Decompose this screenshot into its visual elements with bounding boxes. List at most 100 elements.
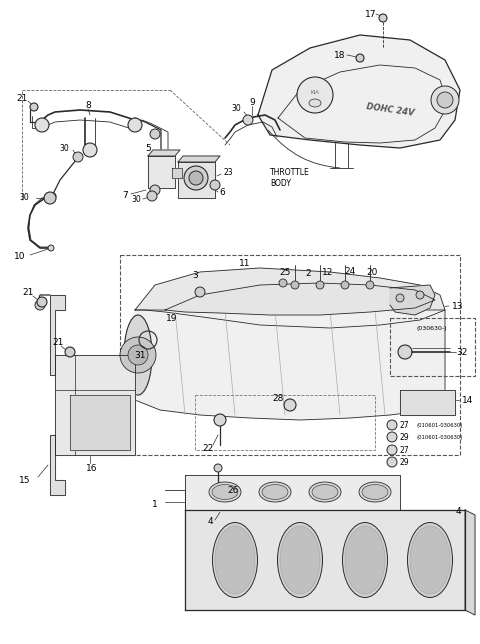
Ellipse shape xyxy=(312,484,338,500)
Text: 21: 21 xyxy=(22,287,34,296)
Ellipse shape xyxy=(362,484,388,500)
Circle shape xyxy=(128,345,148,365)
Circle shape xyxy=(316,281,324,289)
Circle shape xyxy=(214,464,222,472)
Ellipse shape xyxy=(277,522,323,598)
Circle shape xyxy=(437,92,453,108)
Polygon shape xyxy=(70,395,130,450)
Text: 21: 21 xyxy=(52,337,64,346)
Text: 26: 26 xyxy=(228,486,239,495)
Circle shape xyxy=(279,279,287,287)
Polygon shape xyxy=(400,390,455,415)
Bar xyxy=(120,255,460,455)
Circle shape xyxy=(147,191,157,201)
Ellipse shape xyxy=(212,484,238,500)
Text: 20: 20 xyxy=(366,267,378,276)
Polygon shape xyxy=(55,355,135,455)
Text: 1: 1 xyxy=(152,500,158,509)
Polygon shape xyxy=(165,283,435,315)
Polygon shape xyxy=(172,168,182,178)
Ellipse shape xyxy=(215,526,255,594)
Text: 17: 17 xyxy=(365,10,377,19)
Circle shape xyxy=(128,118,142,132)
Text: (030630-): (030630-) xyxy=(417,325,447,330)
Text: 3: 3 xyxy=(192,270,198,279)
Circle shape xyxy=(356,54,364,62)
Circle shape xyxy=(37,297,47,307)
Text: 30: 30 xyxy=(19,193,29,202)
Ellipse shape xyxy=(410,526,450,594)
Polygon shape xyxy=(465,510,475,615)
Text: 4: 4 xyxy=(207,518,213,527)
Text: 22: 22 xyxy=(203,444,214,453)
Text: 29: 29 xyxy=(399,457,409,466)
Circle shape xyxy=(150,129,160,139)
Bar xyxy=(390,318,475,376)
Ellipse shape xyxy=(359,482,391,502)
Text: 11: 11 xyxy=(239,258,251,267)
Circle shape xyxy=(210,180,220,190)
Text: 9: 9 xyxy=(249,97,255,106)
Text: 27: 27 xyxy=(399,421,409,430)
Polygon shape xyxy=(390,285,435,315)
Text: 5: 5 xyxy=(145,144,151,153)
Ellipse shape xyxy=(343,522,387,598)
Polygon shape xyxy=(185,510,465,610)
Text: 10: 10 xyxy=(14,252,26,261)
Text: 29: 29 xyxy=(399,433,409,442)
Text: DOHC 24V: DOHC 24V xyxy=(365,102,415,118)
Text: 25: 25 xyxy=(279,267,291,276)
Ellipse shape xyxy=(309,99,321,107)
Text: 2: 2 xyxy=(305,269,311,278)
Polygon shape xyxy=(135,310,445,420)
Text: 6: 6 xyxy=(219,187,225,196)
Circle shape xyxy=(398,345,412,359)
Ellipse shape xyxy=(345,526,385,594)
Text: 18: 18 xyxy=(334,50,346,59)
Text: 13: 13 xyxy=(452,301,464,310)
Circle shape xyxy=(396,294,404,302)
Circle shape xyxy=(73,152,83,162)
Polygon shape xyxy=(178,156,220,162)
Polygon shape xyxy=(148,156,175,188)
Circle shape xyxy=(379,14,387,22)
Text: 24: 24 xyxy=(344,267,356,276)
Polygon shape xyxy=(148,150,180,156)
Circle shape xyxy=(387,445,397,455)
Text: 21: 21 xyxy=(16,93,28,102)
Circle shape xyxy=(35,118,49,132)
Circle shape xyxy=(297,77,333,113)
Polygon shape xyxy=(258,35,460,148)
Circle shape xyxy=(431,86,459,114)
Circle shape xyxy=(35,300,45,310)
Text: 12: 12 xyxy=(322,267,334,276)
Text: 31: 31 xyxy=(134,350,146,359)
Polygon shape xyxy=(135,268,445,328)
Circle shape xyxy=(184,166,208,190)
Text: 14: 14 xyxy=(462,395,473,404)
Text: KIA: KIA xyxy=(311,90,319,95)
Ellipse shape xyxy=(262,484,288,500)
Circle shape xyxy=(83,143,97,157)
Ellipse shape xyxy=(408,522,453,598)
Circle shape xyxy=(50,193,56,199)
Text: 19: 19 xyxy=(166,314,178,323)
Text: 4: 4 xyxy=(455,507,461,516)
Text: 23: 23 xyxy=(223,167,233,176)
Text: 8: 8 xyxy=(85,100,91,109)
Text: 30: 30 xyxy=(59,144,69,153)
Circle shape xyxy=(150,185,160,195)
Circle shape xyxy=(341,281,349,289)
Text: 30: 30 xyxy=(131,194,141,204)
Circle shape xyxy=(387,432,397,442)
Ellipse shape xyxy=(259,482,291,502)
Circle shape xyxy=(416,291,424,299)
Polygon shape xyxy=(50,435,65,495)
Polygon shape xyxy=(185,475,400,510)
Ellipse shape xyxy=(213,522,257,598)
Circle shape xyxy=(48,245,54,251)
Circle shape xyxy=(214,414,226,426)
Text: THROTTLE
BODY: THROTTLE BODY xyxy=(270,168,310,187)
Circle shape xyxy=(243,115,253,125)
Ellipse shape xyxy=(280,526,320,594)
